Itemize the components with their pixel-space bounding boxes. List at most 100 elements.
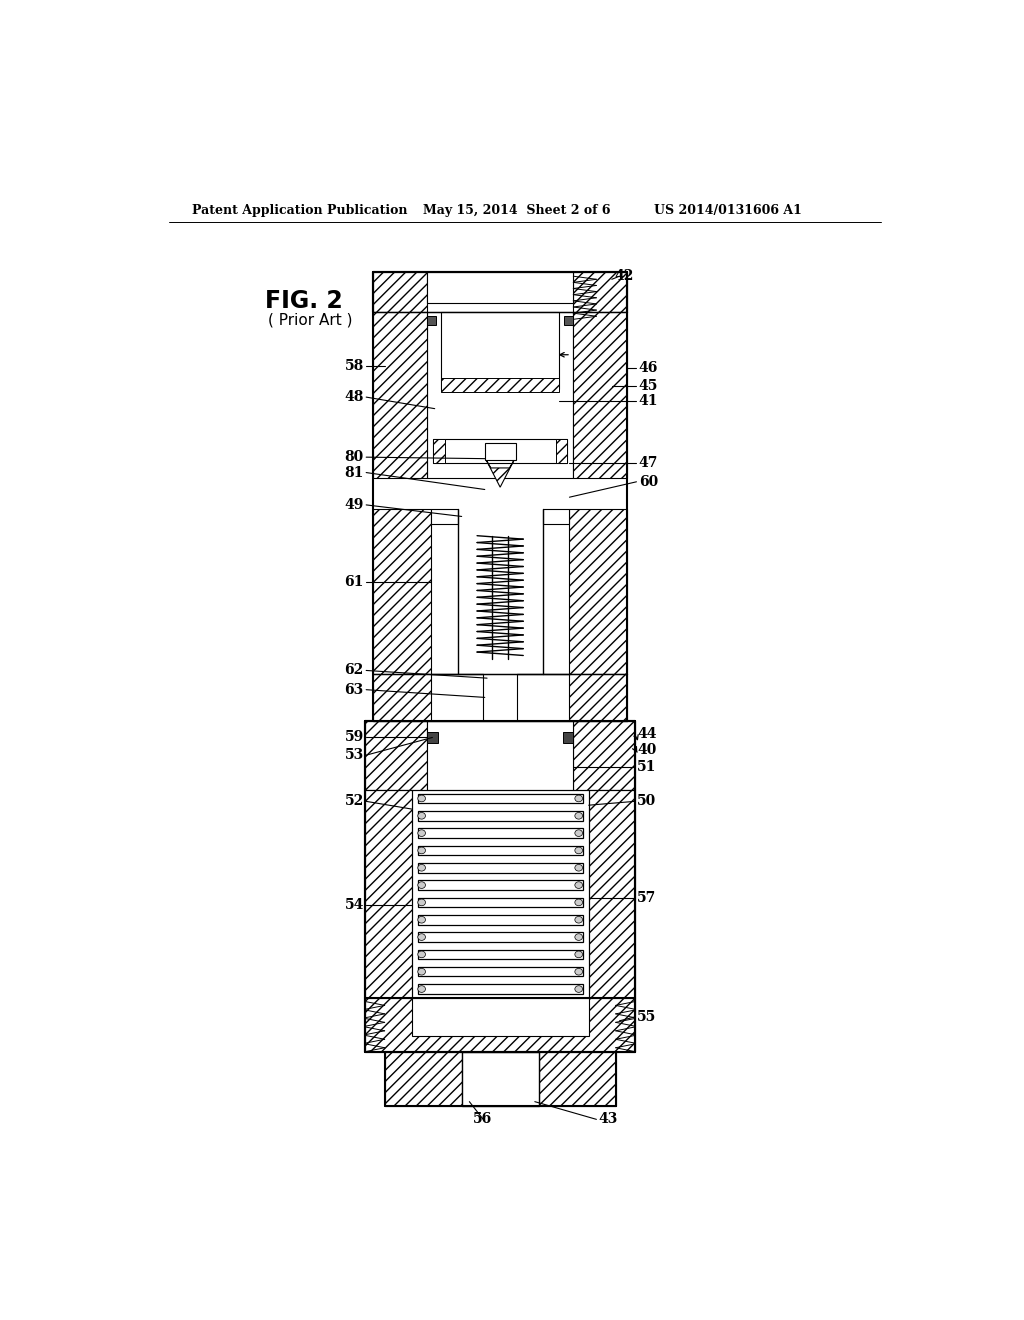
Ellipse shape [574,950,583,958]
Bar [418,846,583,855]
Ellipse shape [418,882,425,888]
Ellipse shape [418,830,425,837]
Ellipse shape [418,969,425,975]
Text: 55: 55 [637,1010,656,1024]
Text: 58: 58 [345,359,364,374]
Bar [418,968,583,977]
Text: 49: 49 [344,498,364,512]
Bar [433,440,444,462]
Bar [373,508,431,675]
Ellipse shape [418,933,425,940]
Bar [412,842,589,859]
Bar [418,863,583,873]
Bar [427,733,438,743]
Ellipse shape [574,795,583,801]
Bar [462,1052,539,1106]
Bar [539,1052,615,1106]
Bar [412,825,589,842]
Text: 42: 42 [614,269,634,284]
Bar [412,964,589,981]
Bar [412,789,589,807]
Text: 81: 81 [344,466,364,479]
Ellipse shape [418,899,425,906]
Text: 43: 43 [599,1113,618,1126]
Bar [564,317,573,326]
Bar [573,272,628,313]
Bar [431,508,458,524]
Bar [589,789,635,998]
Text: 41: 41 [639,393,658,408]
Bar [418,880,583,890]
Ellipse shape [418,865,425,871]
Text: 62: 62 [345,664,364,677]
Bar [418,898,583,907]
Text: 57: 57 [637,891,656,904]
Text: 61: 61 [344,576,364,589]
Bar [412,807,589,825]
Text: 51: 51 [637,760,656,774]
Text: 45: 45 [639,379,658,392]
Text: ( Prior Art ): ( Prior Art ) [267,313,352,327]
Bar [458,508,543,675]
Bar [418,810,583,821]
Bar [418,829,583,838]
Text: 80: 80 [345,450,364,465]
Text: 56: 56 [473,1113,493,1126]
Bar [484,444,515,461]
Bar [569,675,628,721]
Bar [433,440,567,462]
Ellipse shape [574,865,583,871]
Text: 50: 50 [637,795,656,808]
Bar [441,378,559,392]
Bar [427,313,573,478]
Bar [366,998,635,1052]
Text: 60: 60 [639,475,658,488]
Ellipse shape [418,812,425,820]
Ellipse shape [418,795,425,801]
Ellipse shape [574,986,583,993]
Text: 46: 46 [639,360,658,375]
Bar [373,675,431,721]
Bar [412,981,589,998]
Text: 47: 47 [639,455,658,470]
Ellipse shape [418,986,425,993]
Bar [412,928,589,945]
Ellipse shape [574,916,583,923]
Bar [412,876,589,894]
Text: Patent Application Publication: Patent Application Publication [193,205,408,218]
Text: 59: 59 [345,730,364,744]
Bar [385,1052,462,1106]
Bar [573,313,628,478]
Bar [366,789,412,998]
Ellipse shape [574,933,583,940]
Ellipse shape [574,969,583,975]
Ellipse shape [418,916,425,923]
Polygon shape [486,461,514,487]
Bar [418,932,583,942]
Bar [418,949,583,960]
Bar [427,721,573,789]
Bar [569,508,628,675]
Bar [543,508,569,524]
Text: May 15, 2014  Sheet 2 of 6: May 15, 2014 Sheet 2 of 6 [423,205,610,218]
Ellipse shape [574,899,583,906]
Bar [573,721,635,789]
Text: 48: 48 [344,391,364,404]
Bar [412,859,589,876]
Text: 54: 54 [344,899,364,912]
Bar [441,313,559,389]
Text: 52: 52 [345,795,364,808]
Bar [427,317,436,326]
Bar [418,985,583,994]
Text: 53: 53 [345,748,364,762]
Bar [366,721,427,789]
Ellipse shape [574,830,583,837]
Text: 63: 63 [345,682,364,697]
Ellipse shape [574,847,583,854]
Bar [562,733,573,743]
Text: FIG. 2: FIG. 2 [265,289,343,313]
Ellipse shape [418,950,425,958]
Ellipse shape [574,812,583,820]
Bar [556,440,567,462]
Bar [418,915,583,924]
